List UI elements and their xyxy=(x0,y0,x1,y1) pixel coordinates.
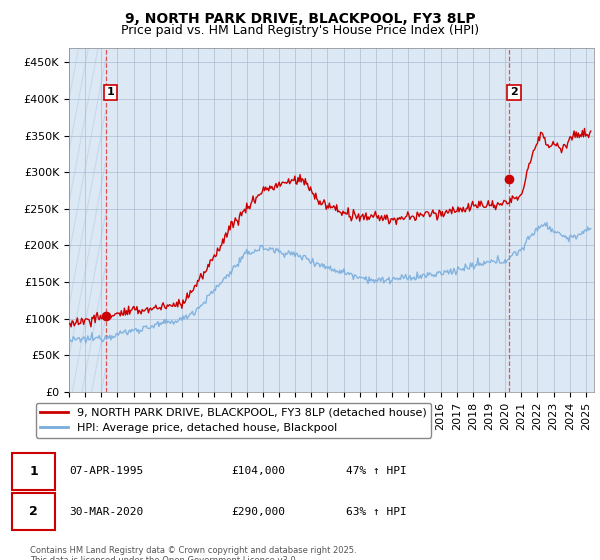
Text: 63% ↑ HPI: 63% ↑ HPI xyxy=(346,507,407,517)
Text: 07-APR-1995: 07-APR-1995 xyxy=(70,466,144,476)
Text: Contains HM Land Registry data © Crown copyright and database right 2025.
This d: Contains HM Land Registry data © Crown c… xyxy=(30,546,356,560)
Text: 1: 1 xyxy=(29,465,38,478)
Text: 1: 1 xyxy=(107,87,115,97)
Text: 47% ↑ HPI: 47% ↑ HPI xyxy=(346,466,407,476)
FancyBboxPatch shape xyxy=(12,493,55,530)
Text: 9, NORTH PARK DRIVE, BLACKPOOL, FY3 8LP: 9, NORTH PARK DRIVE, BLACKPOOL, FY3 8LP xyxy=(125,12,475,26)
FancyBboxPatch shape xyxy=(12,452,55,489)
Text: Price paid vs. HM Land Registry's House Price Index (HPI): Price paid vs. HM Land Registry's House … xyxy=(121,24,479,37)
Text: 2: 2 xyxy=(510,87,518,97)
Legend: 9, NORTH PARK DRIVE, BLACKPOOL, FY3 8LP (detached house), HPI: Average price, de: 9, NORTH PARK DRIVE, BLACKPOOL, FY3 8LP … xyxy=(35,403,431,437)
Text: £290,000: £290,000 xyxy=(231,507,285,517)
Text: 2: 2 xyxy=(29,505,38,518)
Text: £104,000: £104,000 xyxy=(231,466,285,476)
Text: 30-MAR-2020: 30-MAR-2020 xyxy=(70,507,144,517)
